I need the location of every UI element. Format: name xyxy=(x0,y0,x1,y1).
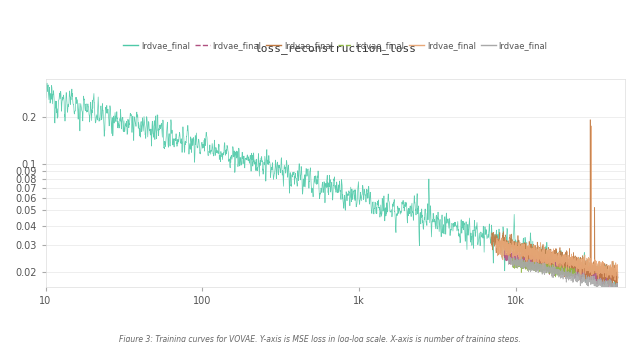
Text: Figure 3: Training curves for VOVAE. Y-axis is MSE loss in log-log scale. X-axis: Figure 3: Training curves for VOVAE. Y-a… xyxy=(119,335,521,342)
Legend: lrdvae_final, lrdvae_final, lrdvae_final, lrdvae_final, lrdvae_final, lrdvae_fin: lrdvae_final, lrdvae_final, lrdvae_final… xyxy=(120,37,550,53)
Title: loss_reconstruction_loss: loss_reconstruction_loss xyxy=(254,43,416,54)
